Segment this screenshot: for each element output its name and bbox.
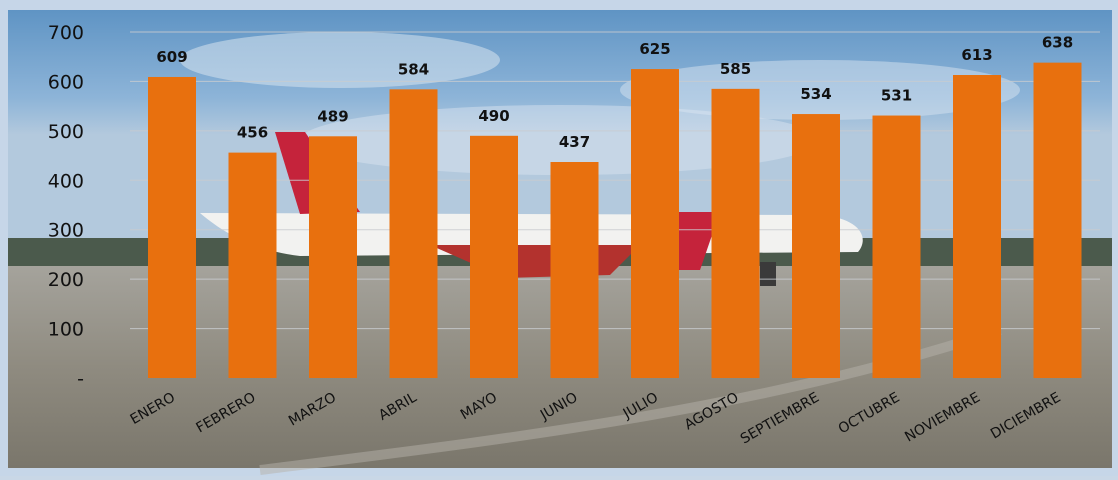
data-label: 609	[156, 48, 187, 66]
data-label: 437	[559, 133, 590, 151]
data-label: 489	[317, 107, 348, 125]
data-label: 638	[1042, 34, 1073, 52]
y-axis: - 100 200 300 400 500 600 700	[48, 22, 84, 390]
y-tick-label: 500	[48, 121, 84, 143]
y-tick-label: 600	[48, 71, 84, 93]
bar	[309, 136, 357, 378]
data-label: 490	[478, 107, 509, 125]
bars	[148, 62, 1082, 379]
bar	[550, 161, 599, 378]
bar	[872, 115, 921, 378]
y-tick-label: 300	[48, 220, 84, 242]
grid	[130, 31, 1100, 330]
y-tick-label: 400	[48, 170, 84, 192]
bar	[228, 152, 277, 378]
bar	[711, 88, 760, 378]
bar	[148, 76, 196, 378]
y-tick-label: 200	[48, 269, 84, 291]
data-labels: 609 456 489 584 490 437 625 585 534 531 613 638	[156, 34, 1073, 151]
bar	[1033, 62, 1082, 378]
bar	[953, 75, 1001, 378]
data-label: 585	[720, 60, 751, 78]
y-tick-label: 700	[48, 22, 84, 44]
cloud	[180, 32, 500, 88]
data-label: 613	[961, 46, 992, 64]
bar	[792, 114, 840, 379]
y-tick-label: 100	[48, 319, 84, 341]
bar	[470, 135, 518, 378]
airplane-gear	[760, 262, 776, 286]
data-label: 625	[639, 40, 670, 58]
bar	[631, 69, 679, 379]
data-label: 456	[237, 124, 268, 142]
bar	[389, 89, 438, 378]
data-label: 534	[800, 85, 831, 103]
data-label: 531	[881, 87, 912, 105]
data-label: 584	[398, 60, 429, 78]
y-tick-label: -	[77, 368, 84, 390]
